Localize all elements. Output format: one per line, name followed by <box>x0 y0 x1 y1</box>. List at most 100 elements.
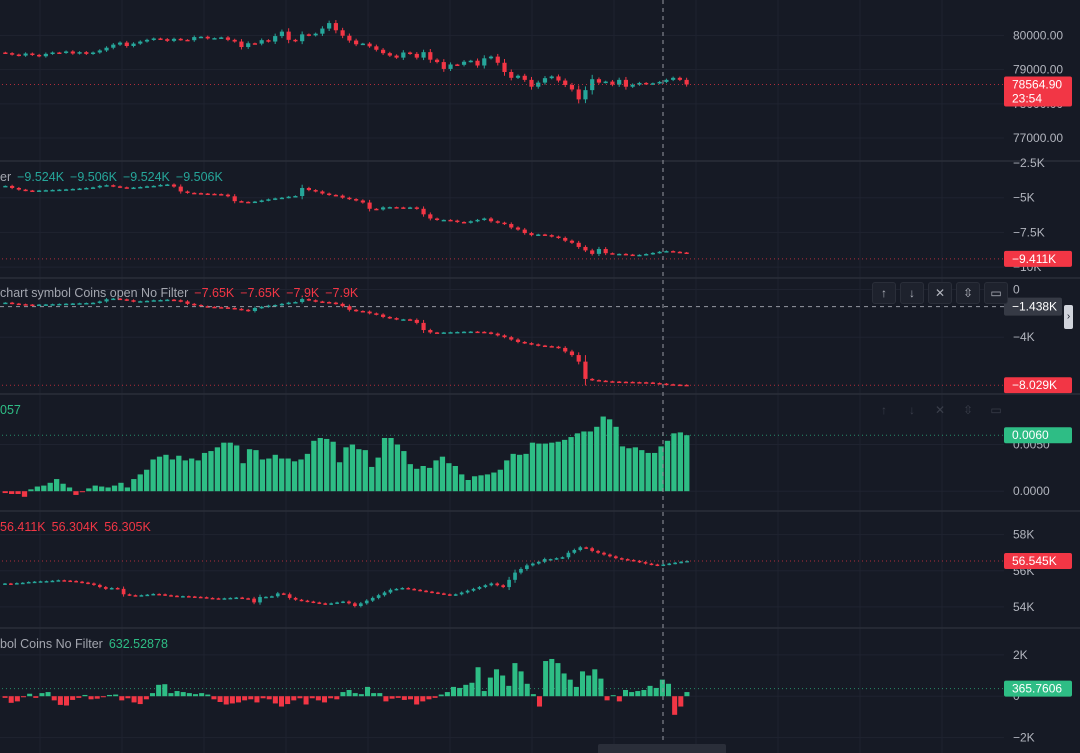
candle-body <box>387 316 392 319</box>
histogram-bar <box>529 442 536 492</box>
last-value-label: 56.545K <box>1012 554 1057 568</box>
candle-body <box>158 300 163 302</box>
last-value-badge <box>1004 552 1072 569</box>
candle-body <box>614 556 618 559</box>
histogram-bar <box>549 658 555 697</box>
candle-body <box>468 221 473 223</box>
collapse-pane-button[interactable]: ⇳ <box>962 403 974 417</box>
candle-body <box>192 596 197 598</box>
move-up-button[interactable]: ↑ <box>881 403 887 417</box>
close-pane-button[interactable]: ✕ <box>934 403 946 417</box>
candle-body <box>421 322 426 331</box>
histogram-bar <box>272 454 278 492</box>
histogram-bar <box>21 491 28 497</box>
candle-body <box>536 344 541 346</box>
candle-body <box>542 234 548 236</box>
candle-body <box>563 237 568 241</box>
candle-body <box>92 583 96 585</box>
candle-body <box>529 343 534 345</box>
candle-body <box>37 304 42 307</box>
histogram-bar <box>481 691 487 697</box>
candle-body <box>111 185 116 187</box>
scale-handle-chevron-right-icon[interactable]: › <box>1064 305 1073 329</box>
candle-body <box>10 53 15 55</box>
histogram-bar <box>516 454 523 492</box>
candle-body <box>608 554 612 557</box>
candle-body <box>299 599 304 602</box>
time-scroll-handle[interactable] <box>598 744 726 753</box>
candle-body <box>124 42 129 46</box>
candle-body <box>32 581 37 584</box>
histogram-bar <box>364 686 371 697</box>
move-down-button[interactable]: ↓ <box>900 282 924 304</box>
legend-value: er <box>0 170 12 184</box>
candle-body <box>252 201 258 204</box>
histogram-bar <box>684 435 690 492</box>
histogram-bar <box>395 696 401 698</box>
candle-body <box>354 309 359 312</box>
candle-body <box>313 300 318 302</box>
candle-body <box>26 582 31 584</box>
histogram-bar <box>70 696 76 700</box>
legend-value: chart symbol Coins open No Filter <box>0 286 189 300</box>
candle-body <box>219 194 224 196</box>
histogram-bar <box>2 696 8 698</box>
histogram-bar <box>336 462 343 492</box>
move-down-button[interactable]: ↓ <box>909 403 915 417</box>
candle-body <box>354 40 359 45</box>
candle-body <box>320 28 325 34</box>
histogram-bar <box>523 453 529 492</box>
histogram-bar <box>45 692 51 697</box>
candle-body <box>23 304 28 306</box>
candle-body <box>70 188 75 191</box>
legend-value: bol Coins No Filter <box>0 637 103 651</box>
candle-body <box>412 588 417 591</box>
maximize-pane-button[interactable]: ▭ <box>990 403 1002 417</box>
move-up-button[interactable]: ↑ <box>872 282 896 304</box>
histogram-bar <box>315 696 321 701</box>
histogram-bar <box>168 693 174 697</box>
candle-body <box>358 603 363 607</box>
histogram-bar <box>73 491 79 495</box>
histogram-bar <box>205 694 211 697</box>
candle-body <box>418 589 422 592</box>
histogram-bar <box>260 696 266 699</box>
histogram-bar <box>381 438 388 492</box>
histogram-bar <box>54 479 60 492</box>
candle-body <box>340 195 345 198</box>
histogram-bar <box>214 447 221 492</box>
histogram-bar <box>321 696 328 703</box>
candle-body <box>138 301 143 303</box>
histogram-bar <box>150 459 156 492</box>
histogram-bar <box>9 491 15 494</box>
histogram-bar <box>240 463 246 492</box>
histogram-bar <box>223 696 229 705</box>
candle-body <box>468 331 473 334</box>
histogram-bar <box>530 694 536 697</box>
candle-body <box>677 77 682 80</box>
candle-body <box>684 252 689 254</box>
axis-tick-label: 77000.00 <box>1013 131 1063 145</box>
candle-body <box>671 251 676 253</box>
histogram-bar <box>169 459 176 492</box>
candle-body <box>637 560 642 563</box>
candle-body <box>56 580 61 582</box>
candle-body <box>62 580 67 582</box>
collapse-pane-button[interactable]: ⇳ <box>956 282 980 304</box>
histogram-bar <box>459 474 465 492</box>
histogram-bar <box>51 696 57 701</box>
legend-value: −7.65K <box>194 286 235 300</box>
candle-body <box>563 80 568 85</box>
maximize-pane-button[interactable]: ▭ <box>984 282 1008 304</box>
histogram-bar <box>174 691 180 697</box>
candle-body <box>23 189 28 192</box>
candle-body <box>16 303 21 306</box>
candle-body <box>306 187 311 191</box>
histogram-bar <box>497 469 503 492</box>
axis-tick-label: −5K <box>1013 191 1035 205</box>
close-pane-button[interactable]: ✕ <box>928 282 952 304</box>
histogram-bar <box>604 696 610 701</box>
candle-body <box>684 79 689 85</box>
